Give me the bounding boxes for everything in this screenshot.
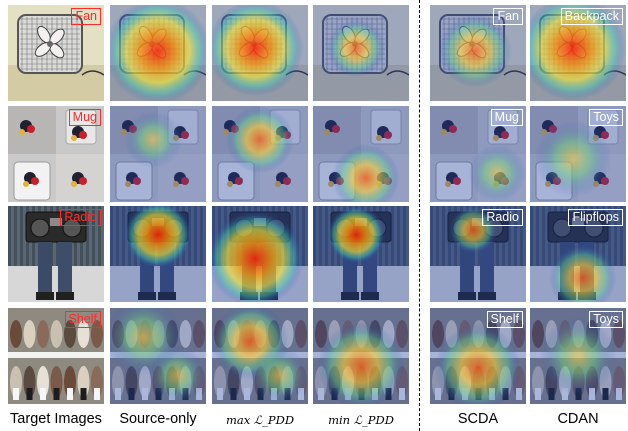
caption-max-pdd: max ℒ_PDD [225,413,295,427]
tile-shelf-cdan: Toys [530,308,626,404]
mug-target-image [8,106,104,202]
mug-source-image [110,106,206,202]
tile-mug-target: Mug [8,106,104,202]
label-radio-cdan: Flipflops [568,209,623,226]
label-fan-scda: Fan [493,8,523,25]
tile-radio-source [110,206,206,302]
fan-min-image [313,5,409,101]
fan-cdan-image [530,5,626,101]
label-mug-scda: Mug [490,109,523,126]
fan-max-image [212,5,308,101]
radio-min-image [313,206,409,302]
label-fan-target: Fan [71,8,101,25]
fan-source-image [110,5,206,101]
tile-radio-max [212,206,308,302]
tile-mug-source [110,106,206,202]
caption-min-pdd: min ℒ_PDD [328,413,394,427]
label-shelf-scda: Shelf [486,311,523,328]
tile-radio-min [313,206,409,302]
mug-cdan-image [530,106,626,202]
label-shelf-target: Shelf [64,311,101,328]
label-radio-target: Radio [60,209,101,226]
tile-shelf-max [212,308,308,404]
caption-source-only: Source-only [119,411,197,427]
tile-radio-target: Radio [8,206,104,302]
shelf-target-image [8,308,104,404]
mug-scda-image [430,106,526,202]
mug-max-image [212,106,308,202]
label-mug-cdan: Toys [589,109,623,126]
tile-mug-min [313,106,409,202]
fan-scda-image [430,5,526,101]
tile-shelf-scda: Shelf [430,308,526,404]
caption-target-images: Target Images [10,411,102,427]
shelf-source-image [110,308,206,404]
label-radio-scda: Radio [482,209,523,226]
tile-fan-target: Fan [8,5,104,101]
label-shelf-cdan: Toys [589,311,623,328]
tile-shelf-source [110,308,206,404]
tile-fan-source [110,5,206,101]
shelf-cdan-image [530,308,626,404]
tile-mug-cdan: Toys [530,106,626,202]
shelf-scda-image [430,308,526,404]
fan-target-image [8,5,104,101]
tile-shelf-target: Shelf [8,308,104,404]
radio-cdan-image [530,206,626,302]
radio-source-image [110,206,206,302]
radio-target-image [8,206,104,302]
mug-min-image [313,106,409,202]
tile-fan-min [313,5,409,101]
column-divider [419,0,420,431]
tile-fan-cdan: Backpack [530,5,626,101]
tile-radio-cdan: Flipflops [530,206,626,302]
tile-fan-scda: Fan [430,5,526,101]
tile-fan-max [212,5,308,101]
radio-scda-image [430,206,526,302]
tile-mug-scda: Mug [430,106,526,202]
label-fan-cdan: Backpack [560,8,623,25]
tile-mug-max [212,106,308,202]
shelf-min-image [313,308,409,404]
shelf-max-image [212,308,308,404]
tile-radio-scda: Radio [430,206,526,302]
tile-shelf-min [313,308,409,404]
caption-scda: SCDA [457,411,499,427]
radio-max-image [212,206,308,302]
label-mug-target: Mug [68,109,101,126]
caption-cdan: CDAN [557,411,599,427]
